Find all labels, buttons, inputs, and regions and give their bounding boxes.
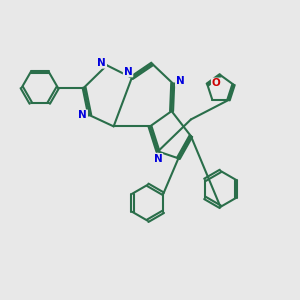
Text: N: N xyxy=(124,67,132,76)
Text: N: N xyxy=(154,154,162,164)
Text: N: N xyxy=(78,110,87,120)
Text: N: N xyxy=(176,76,184,86)
Text: N: N xyxy=(98,58,106,68)
Text: O: O xyxy=(212,78,220,88)
